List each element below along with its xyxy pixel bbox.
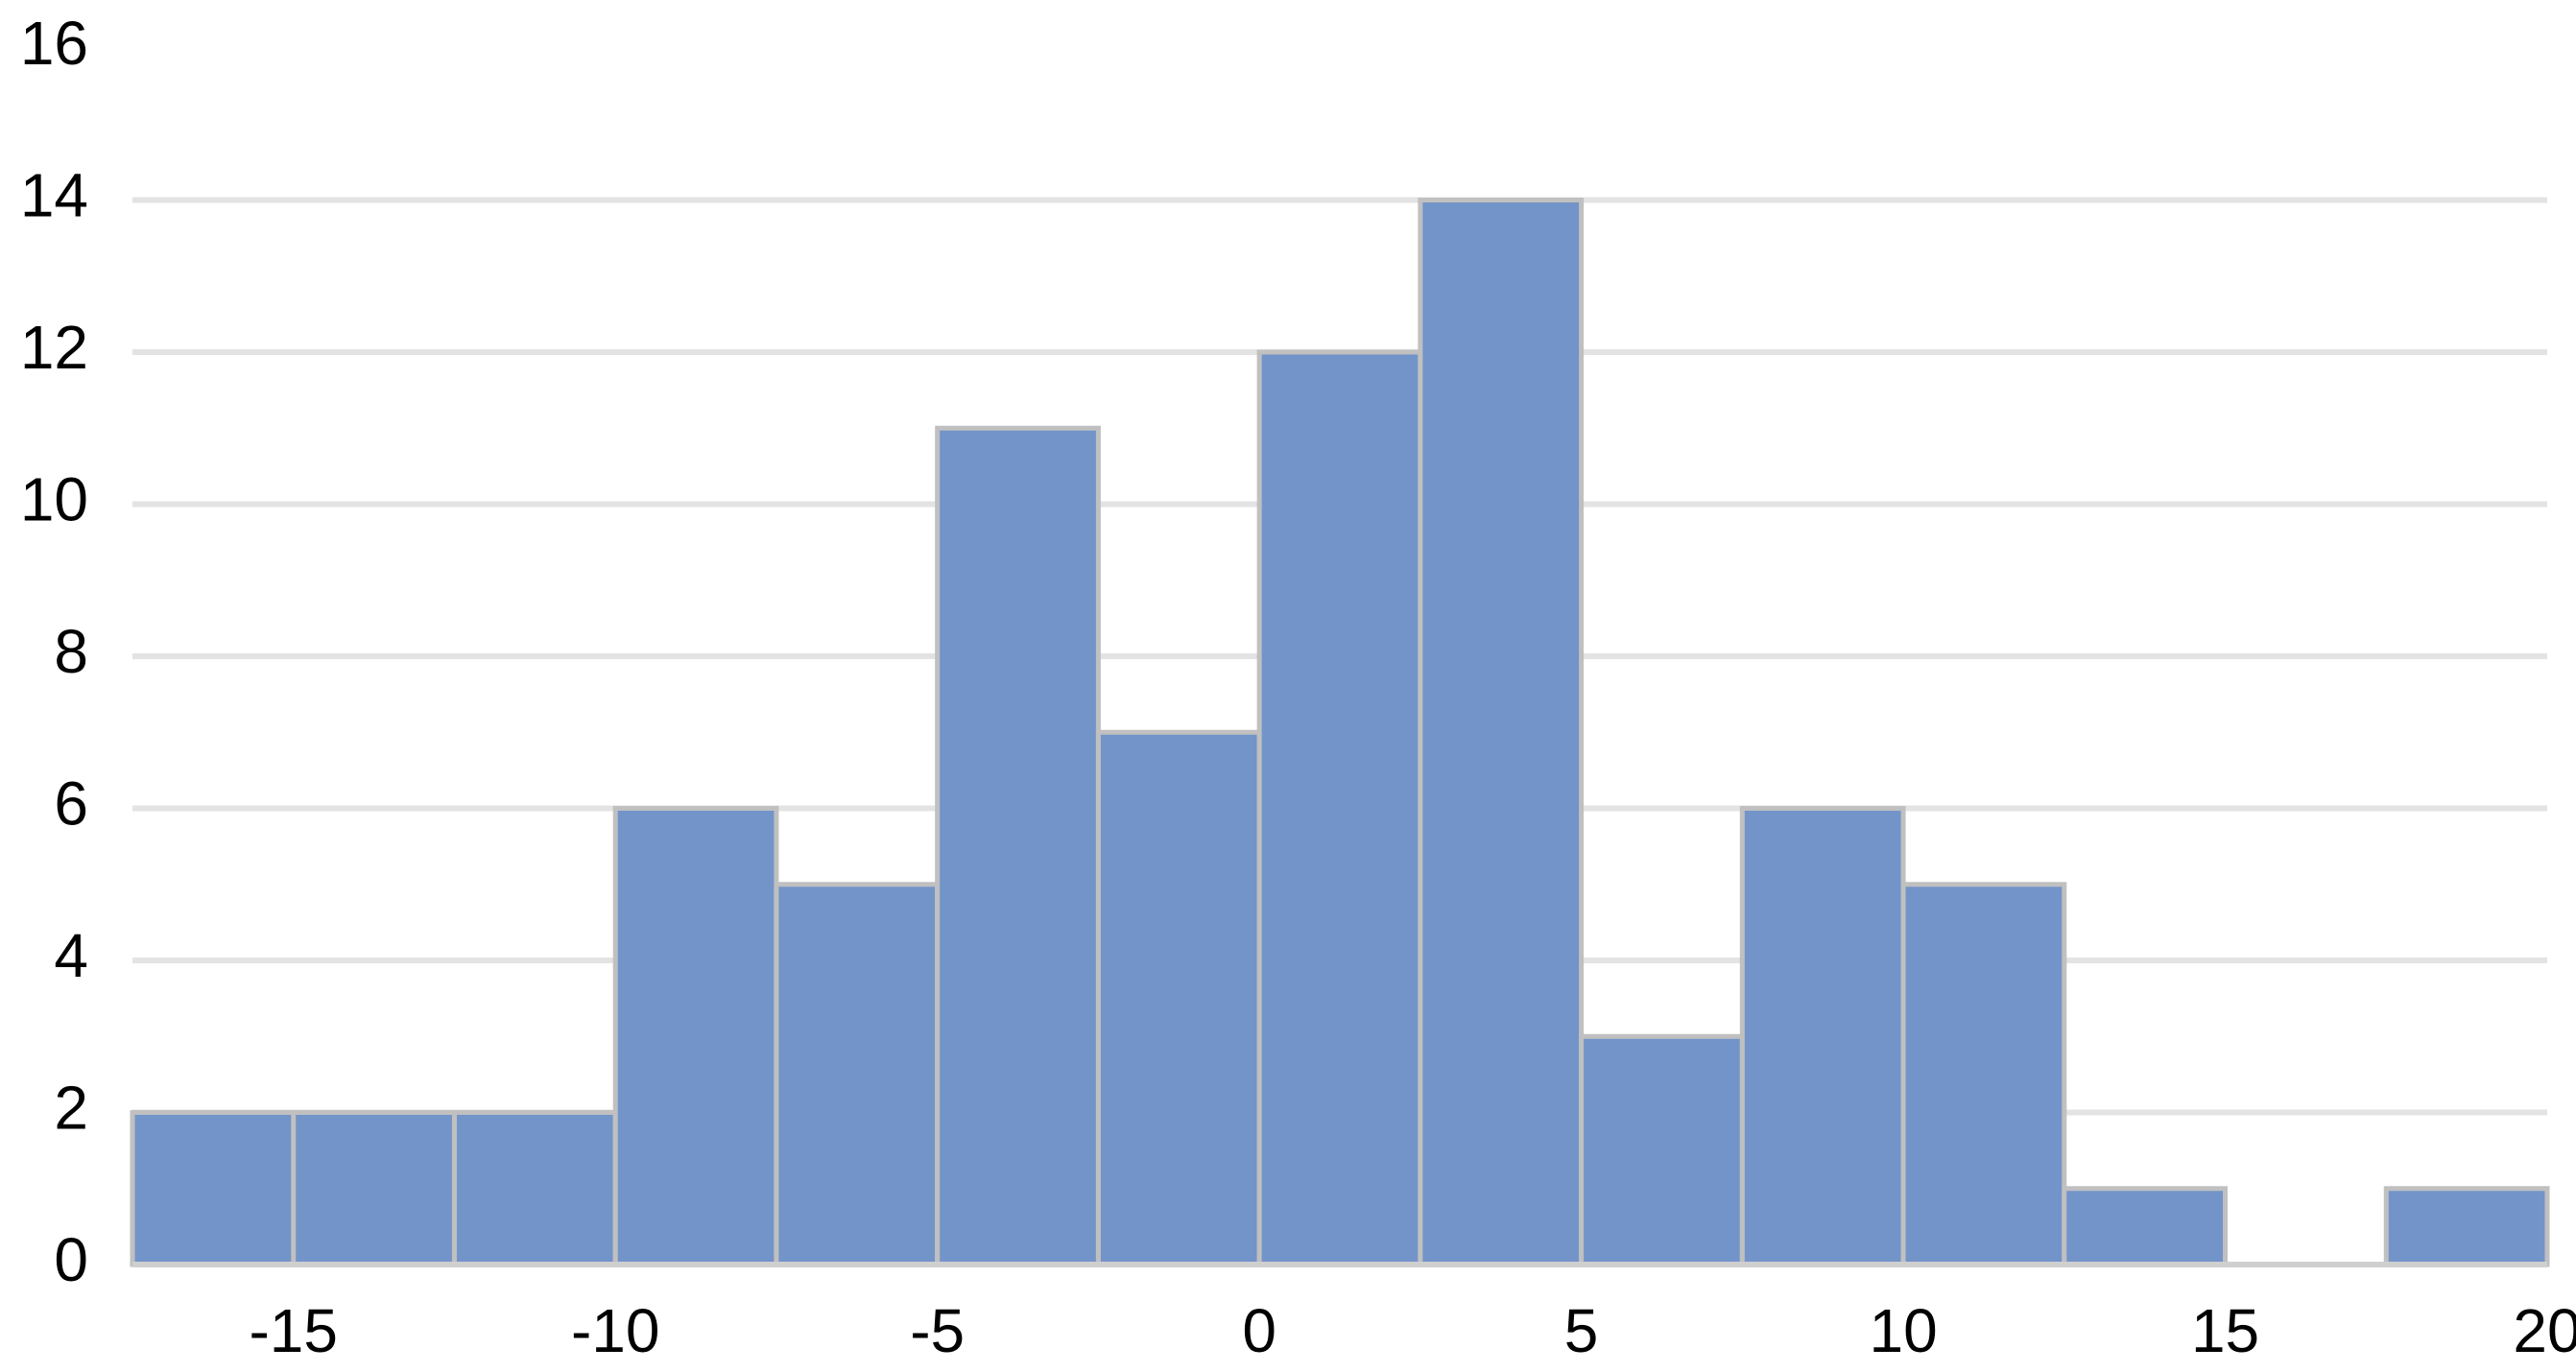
x-tick-label: 10 <box>1869 1296 1937 1365</box>
histogram-bar <box>774 882 941 1267</box>
y-tick-label: 4 <box>54 921 88 990</box>
histogram-bar <box>451 1110 618 1267</box>
histogram-bar <box>2062 1186 2229 1267</box>
histogram-bar <box>1256 349 1423 1267</box>
y-tick-label: 6 <box>54 769 88 838</box>
histogram-bar <box>291 1110 457 1267</box>
y-tick-label: 16 <box>20 9 88 78</box>
histogram-bar <box>935 425 1101 1267</box>
y-tick-labels: 0 2 4 6 8 10 12 14 16 <box>20 9 88 1294</box>
y-tick-label: 14 <box>20 160 88 229</box>
histogram-bar <box>1095 729 1262 1267</box>
x-tick-label: -5 <box>910 1296 965 1365</box>
histogram-bar <box>1900 882 2067 1267</box>
histogram-bar <box>2383 1186 2550 1267</box>
x-tick-label: 20 <box>2513 1296 2576 1365</box>
y-tick-label: 2 <box>54 1073 88 1142</box>
y-tick-label: 12 <box>20 313 88 382</box>
y-tick-label: 10 <box>20 464 88 533</box>
x-tick-label: -10 <box>571 1296 660 1365</box>
x-tick-label: -15 <box>249 1296 338 1365</box>
y-tick-label: 0 <box>54 1225 88 1294</box>
x-tick-labels: -15 -10 -5 0 5 10 15 20 <box>249 1296 2576 1365</box>
histogram-bar <box>1739 806 1906 1267</box>
histogram-bar <box>1579 1033 1745 1267</box>
histogram-bar <box>1418 198 1585 1267</box>
x-tick-label: 0 <box>1242 1296 1276 1365</box>
y-tick-label: 8 <box>54 617 88 686</box>
x-tick-label: 5 <box>1564 1296 1599 1365</box>
x-tick-label: 15 <box>2191 1296 2259 1365</box>
histogram-bar <box>612 806 779 1267</box>
bars-layer <box>130 198 2550 1267</box>
